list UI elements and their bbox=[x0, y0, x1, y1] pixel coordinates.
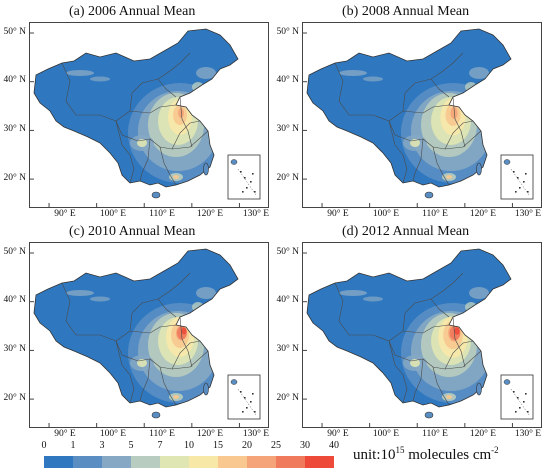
legend-swatch bbox=[131, 456, 160, 468]
lon-label-90: 90° E bbox=[327, 209, 349, 219]
lon-label-110: 110° E bbox=[149, 429, 175, 439]
unit-prefix: unit:10 bbox=[353, 447, 396, 463]
south-china-sea-inset bbox=[227, 374, 261, 420]
legend-tick-label: 40 bbox=[329, 440, 339, 451]
unit-suffix: molecules cm bbox=[404, 447, 492, 463]
lat-label-40: 40° N bbox=[3, 75, 26, 85]
lon-label-120: 120° E bbox=[196, 429, 224, 439]
china-map-2010 bbox=[30, 248, 261, 427]
lat-label-30: 30° N bbox=[276, 344, 299, 354]
legend-swatch bbox=[189, 456, 218, 468]
legend-tick-label: 25 bbox=[271, 440, 281, 451]
lon-label-130: 130° E bbox=[514, 429, 542, 439]
legend-tick-label: 30 bbox=[300, 440, 310, 451]
legend-swatch bbox=[102, 456, 131, 468]
lon-label-90: 90° E bbox=[54, 429, 76, 439]
lat-label-40: 40° N bbox=[276, 295, 299, 305]
china-map-2008 bbox=[303, 28, 534, 207]
map-frame bbox=[29, 22, 269, 208]
lat-label-50: 50° N bbox=[3, 27, 26, 37]
lon-label-130: 130° E bbox=[242, 209, 270, 219]
lat-label-50: 50° N bbox=[276, 27, 299, 37]
lat-label-20: 20° N bbox=[276, 393, 299, 403]
lat-label-20: 20° N bbox=[276, 173, 299, 183]
legend-tick-label: 1 bbox=[70, 440, 76, 451]
legend-swatch bbox=[247, 456, 276, 468]
china-border bbox=[306, 248, 512, 408]
china-border bbox=[33, 28, 239, 188]
legend-swatch bbox=[218, 456, 247, 468]
map-frame bbox=[302, 22, 542, 208]
lat-label-20: 20° N bbox=[3, 393, 26, 403]
lon-label-90: 90° E bbox=[327, 429, 349, 439]
lat-label-20: 20° N bbox=[3, 173, 26, 183]
taiwan-island bbox=[203, 162, 209, 176]
lon-label-100: 100° E bbox=[99, 429, 127, 439]
legend-tick-label: 20 bbox=[242, 440, 252, 451]
map-frame bbox=[302, 242, 542, 428]
lat-label-50: 50° N bbox=[276, 247, 299, 257]
lat-label-30: 30° N bbox=[3, 124, 26, 134]
lon-label-110: 110° E bbox=[422, 209, 448, 219]
panel-title: (b) 2008 Annual Mean bbox=[342, 4, 470, 19]
china-border bbox=[33, 248, 239, 408]
lat-label-40: 40° N bbox=[276, 75, 299, 85]
lon-label-90: 90° E bbox=[54, 209, 76, 219]
legend-tick-label: 10 bbox=[184, 440, 194, 451]
panel-title: (a) 2006 Annual Mean bbox=[69, 4, 196, 19]
hainan-island bbox=[151, 191, 161, 199]
legend-swatch bbox=[44, 456, 73, 468]
lat-label-40: 40° N bbox=[3, 295, 26, 305]
legend-tick-label: 7 bbox=[157, 440, 163, 451]
south-china-sea-inset bbox=[227, 154, 261, 200]
hainan-island bbox=[424, 191, 434, 199]
lon-label-130: 130° E bbox=[242, 429, 270, 439]
china-border bbox=[306, 28, 512, 188]
legend-tick-label: 3 bbox=[99, 440, 105, 451]
legend-swatch bbox=[276, 456, 305, 468]
lon-label-120: 120° E bbox=[469, 429, 497, 439]
legend-tick-label: 15 bbox=[213, 440, 223, 451]
map-frame bbox=[29, 242, 269, 428]
legend-tick-label: 5 bbox=[128, 440, 134, 451]
lon-label-100: 100° E bbox=[372, 209, 400, 219]
south-china-sea-inset bbox=[500, 374, 534, 420]
lon-label-100: 100° E bbox=[372, 429, 400, 439]
lat-label-30: 30° N bbox=[276, 124, 299, 134]
hainan-island bbox=[424, 411, 434, 419]
unit-suffix-exponent: -2 bbox=[491, 445, 499, 455]
unit-exponent: 15 bbox=[395, 445, 405, 455]
lon-label-120: 120° E bbox=[469, 209, 497, 219]
south-china-sea-inset bbox=[500, 154, 534, 200]
taiwan-island bbox=[203, 382, 209, 396]
legend-tick-label: 0 bbox=[41, 440, 47, 451]
lon-label-120: 120° E bbox=[196, 209, 224, 219]
lat-label-50: 50° N bbox=[3, 247, 26, 257]
china-map-2006 bbox=[30, 28, 261, 207]
unit-label: unit:1015 molecules cm-2 bbox=[353, 445, 499, 464]
panel-title: (d) 2012 Annual Mean bbox=[342, 224, 470, 239]
china-map-2012 bbox=[303, 248, 534, 427]
taiwan-island bbox=[476, 162, 482, 176]
lon-label-130: 130° E bbox=[514, 209, 542, 219]
taiwan-island bbox=[476, 382, 482, 396]
legend-swatch bbox=[305, 456, 334, 468]
legend-swatch bbox=[73, 456, 102, 468]
lon-label-100: 100° E bbox=[99, 209, 127, 219]
legend-swatch bbox=[160, 456, 189, 468]
lon-label-110: 110° E bbox=[149, 209, 175, 219]
lon-label-110: 110° E bbox=[422, 429, 448, 439]
panel-title: (c) 2010 Annual Mean bbox=[69, 224, 196, 239]
hainan-island bbox=[151, 411, 161, 419]
lat-label-30: 30° N bbox=[3, 344, 26, 354]
